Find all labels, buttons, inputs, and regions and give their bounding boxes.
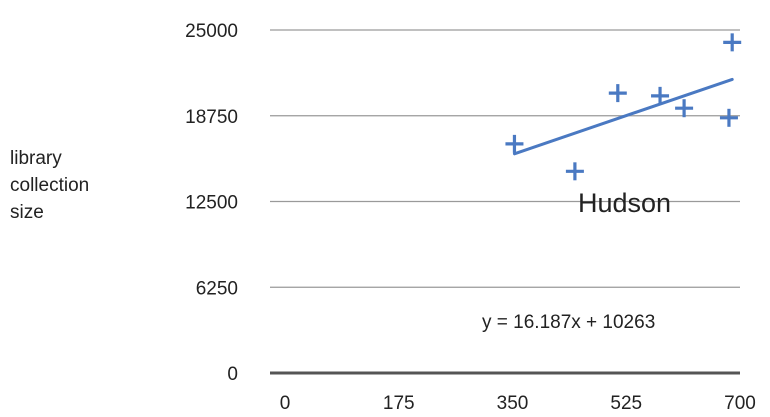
y-tick-label: 6250 xyxy=(196,278,238,299)
x-tick-label: 525 xyxy=(610,393,642,414)
trendline-equation: y = 16.187x + 10263 xyxy=(482,312,656,333)
x-tick-labels: 0 175 350 525 700 xyxy=(280,393,756,414)
x-tick-label: 0 xyxy=(280,393,291,414)
y-axis-label-line: library xyxy=(10,148,62,169)
y-tick-label: 0 xyxy=(227,364,238,385)
y-tick-label: 18750 xyxy=(185,107,238,128)
data-point xyxy=(723,33,742,52)
data-point xyxy=(505,134,524,153)
gridlines xyxy=(270,29,740,288)
trendline-layer xyxy=(512,77,734,156)
data-points xyxy=(505,33,742,181)
data-point xyxy=(608,84,627,103)
y-axis-label-line: size xyxy=(10,202,44,223)
y-tick-label: 25000 xyxy=(185,21,238,42)
x-tick-label: 175 xyxy=(383,393,415,414)
trendline xyxy=(512,77,734,156)
y-axis-label-line: collection xyxy=(10,175,90,196)
x-tick-label: 350 xyxy=(497,393,529,414)
data-point xyxy=(719,108,738,127)
data-point xyxy=(651,86,670,105)
y-tick-labels: 0 6250 12500 18750 25000 xyxy=(185,21,238,385)
data-point xyxy=(565,162,584,181)
series-annotation: Hudson xyxy=(578,188,672,218)
data-point xyxy=(675,99,694,118)
y-tick-label: 12500 xyxy=(185,193,238,214)
x-tick-label: 700 xyxy=(724,393,756,414)
